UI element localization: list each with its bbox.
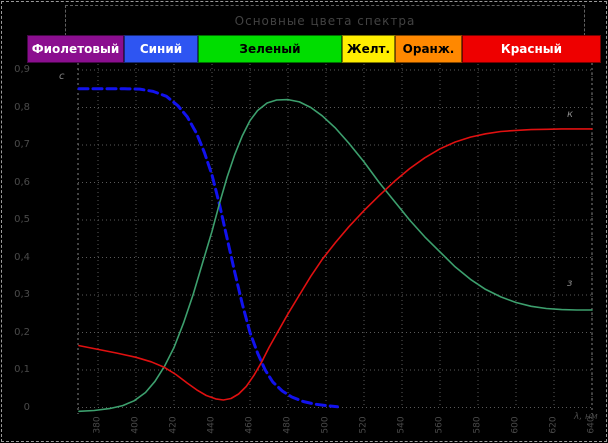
spectrum-band: Фиолетовый [27,35,124,63]
x-tick-label: 480 [283,416,293,434]
y-tick-label: 0,5 [14,214,30,225]
x-axis-title: λ, нм [574,412,598,422]
x-tick-label: 620 [549,416,559,434]
spectrum-band-label: Зеленый [239,42,301,56]
y-tick-label: 0,4 [14,251,30,263]
spectrum-band-label: Синий [139,42,183,56]
curve-з [78,98,593,413]
curve-label: с [59,71,65,82]
x-tick-label: 520 [359,416,369,434]
x-tick-label: 380 [93,416,103,434]
spectrum-band: Оранж. [395,35,462,63]
spectrum-band: Зеленый [198,35,342,63]
x-tick-label: 560 [435,416,445,434]
curve-к [78,128,593,401]
x-tick-label: 400 [131,416,141,434]
spectrum-band-label: Желт. [346,42,391,56]
curve-label: к [567,109,574,120]
x-tick-label: 440 [207,416,217,434]
curve-label: з [567,278,573,289]
x-tick-label: 460 [245,416,255,434]
x-tick-label: 420 [169,416,179,434]
y-tick-label: 0,3 [14,289,30,300]
x-tick-label: 600 [511,416,521,434]
y-tick-label: 0,2 [14,326,30,338]
spectrum-band-label: Фиолетовый [31,42,120,56]
x-tick-label: 500 [321,416,331,434]
spectrum-band: Синий [124,35,198,63]
curve-с [77,87,339,409]
spectrum-band: Желт. [342,35,395,63]
x-tick-label: 540 [397,416,407,434]
y-tick-label: 0,7 [14,139,30,150]
y-tick-label: 0,6 [14,176,30,188]
spectrum-band-label: Красный [500,42,563,56]
spectrum-band-label: Оранж. [402,42,455,56]
x-tick-label: 580 [473,416,483,434]
y-tick-label: 0,1 [14,364,30,375]
chart-title: Основные цвета спектра [234,13,416,28]
spectrum-band: Красный [462,35,601,63]
y-tick-label: 0,9 [14,64,30,75]
y-tick-label: 0 [23,401,30,413]
y-tick-label: 0,8 [14,101,30,113]
